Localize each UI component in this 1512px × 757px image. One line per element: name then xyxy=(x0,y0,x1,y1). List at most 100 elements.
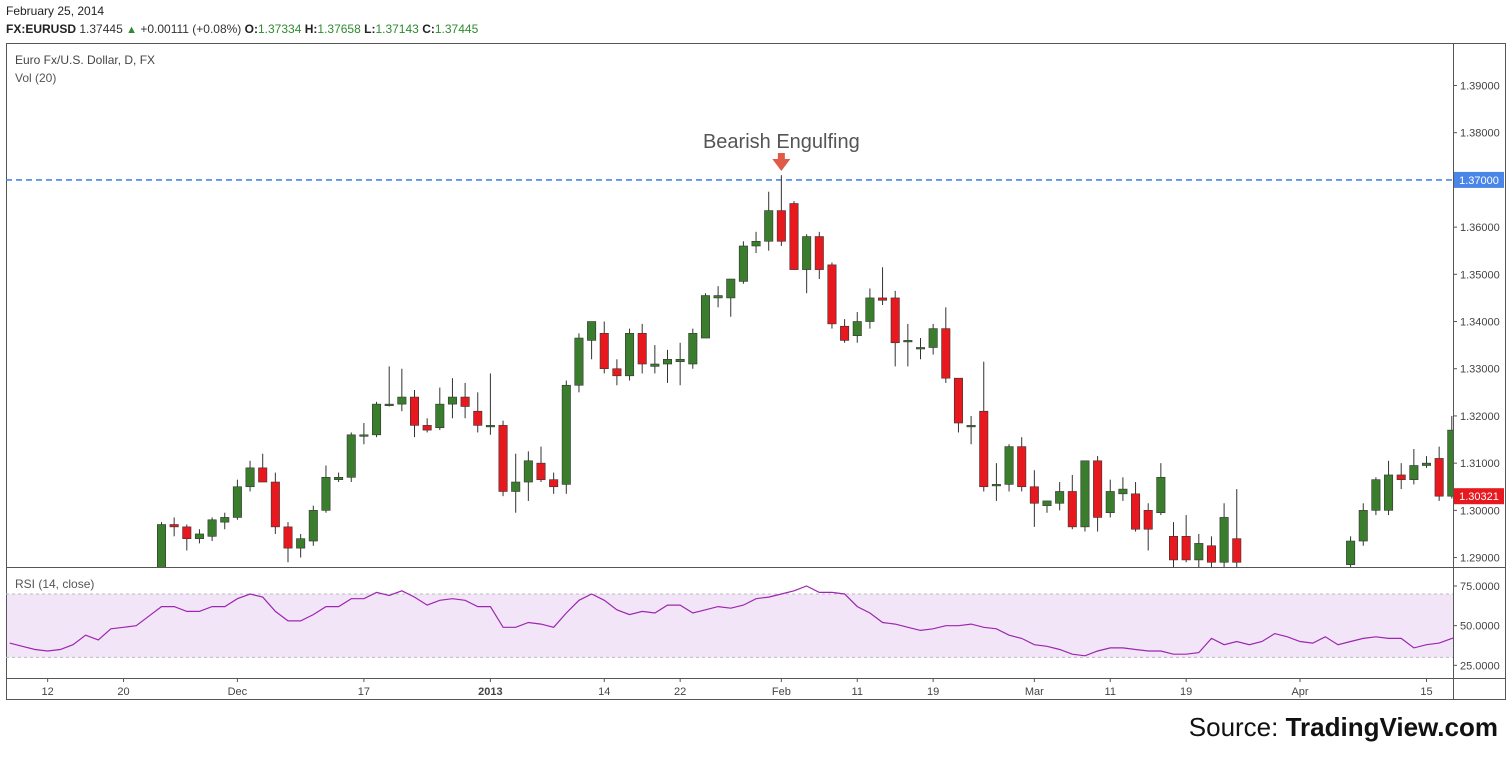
candle-up[interactable] xyxy=(700,295,710,339)
candle-down[interactable] xyxy=(1206,545,1216,563)
candle-up[interactable] xyxy=(764,210,774,242)
candle-up[interactable] xyxy=(1194,543,1204,561)
candle-down[interactable] xyxy=(827,264,837,325)
candle-down[interactable] xyxy=(1396,474,1406,480)
candle-up[interactable] xyxy=(713,295,723,299)
candle-up[interactable] xyxy=(1042,500,1052,506)
candle-up[interactable] xyxy=(511,481,521,492)
candle-up[interactable] xyxy=(650,363,660,367)
candle-up[interactable] xyxy=(296,538,306,549)
symbol-label[interactable]: FX:EURUSD xyxy=(6,22,77,36)
candle-down[interactable] xyxy=(612,368,622,377)
candle-up[interactable] xyxy=(1118,488,1128,495)
candle-down[interactable] xyxy=(789,203,799,270)
candle-up[interactable] xyxy=(1004,446,1014,485)
candle-up[interactable] xyxy=(1409,465,1419,480)
candle-up[interactable] xyxy=(321,477,331,511)
candle-down[interactable] xyxy=(953,377,963,424)
candle-up[interactable] xyxy=(1422,462,1432,466)
candle-up[interactable] xyxy=(587,321,597,341)
candle-down[interactable] xyxy=(409,396,419,426)
candle-up[interactable] xyxy=(1358,510,1368,542)
candle-up[interactable] xyxy=(1219,517,1229,563)
candle-down[interactable] xyxy=(599,333,609,370)
candle-down[interactable] xyxy=(258,467,268,483)
candle-down[interactable] xyxy=(941,328,951,379)
candle-up[interactable] xyxy=(523,460,533,483)
candle-down[interactable] xyxy=(1143,510,1153,530)
candle-up[interactable] xyxy=(485,425,495,428)
candle-down[interactable] xyxy=(890,297,900,344)
candle-down[interactable] xyxy=(460,396,470,407)
candle-up[interactable] xyxy=(232,486,242,518)
candle-up[interactable] xyxy=(928,328,938,348)
candle-up[interactable] xyxy=(915,347,925,350)
candle-down[interactable] xyxy=(1181,536,1191,561)
candle-up[interactable] xyxy=(1447,429,1456,497)
candle-up[interactable] xyxy=(852,321,862,336)
candle-down[interactable] xyxy=(1017,446,1027,488)
candle-up[interactable] xyxy=(1156,477,1166,514)
candle-up[interactable] xyxy=(447,396,457,405)
candle-down[interactable] xyxy=(979,410,989,488)
candle-up[interactable] xyxy=(751,240,761,247)
candle-down[interactable] xyxy=(182,526,192,539)
rsi-tick-label: 25.0000 xyxy=(1460,660,1500,672)
candle-up[interactable] xyxy=(574,337,584,386)
candle-up[interactable] xyxy=(346,434,356,478)
candle-up[interactable] xyxy=(738,245,748,282)
candle-up[interactable] xyxy=(207,519,217,537)
candle-up[interactable] xyxy=(662,358,672,365)
candle-up[interactable] xyxy=(1346,540,1356,565)
candle-down[interactable] xyxy=(498,425,508,492)
candle-up[interactable] xyxy=(802,236,812,270)
candle-down[interactable] xyxy=(1093,460,1103,518)
candle-up[interactable] xyxy=(688,333,698,365)
candle-up[interactable] xyxy=(1055,491,1065,504)
time-tick-label: 15 xyxy=(1420,686,1432,698)
candle-up[interactable] xyxy=(334,477,344,480)
candle-up[interactable] xyxy=(359,434,369,437)
candle-down[interactable] xyxy=(1067,491,1077,528)
candle-up[interactable] xyxy=(435,403,445,429)
candle-up[interactable] xyxy=(384,403,394,406)
candle-down[interactable] xyxy=(270,481,280,528)
candle-down[interactable] xyxy=(776,210,786,242)
candle-down[interactable] xyxy=(422,425,432,431)
price-tick-label: 1.35000 xyxy=(1460,269,1500,281)
candle-up[interactable] xyxy=(194,533,204,539)
candle-up[interactable] xyxy=(397,396,407,405)
candle-down[interactable] xyxy=(169,524,179,528)
candle-up[interactable] xyxy=(1384,474,1394,511)
candle-up[interactable] xyxy=(865,297,875,322)
candle-up[interactable] xyxy=(966,425,976,428)
candle-down[interactable] xyxy=(1029,486,1039,504)
candle-up[interactable] xyxy=(675,358,685,362)
candle-up[interactable] xyxy=(1371,479,1381,511)
candle-down[interactable] xyxy=(473,410,483,426)
candle-up[interactable] xyxy=(308,510,318,542)
candle-up[interactable] xyxy=(1080,460,1090,528)
candle-down[interactable] xyxy=(1434,458,1444,497)
candle-up[interactable] xyxy=(245,467,255,488)
candle-up[interactable] xyxy=(157,524,167,572)
candle-up[interactable] xyxy=(903,340,913,343)
candle-down[interactable] xyxy=(549,479,559,488)
candle-up[interactable] xyxy=(991,484,1001,487)
candle-down[interactable] xyxy=(283,526,293,549)
candle-down[interactable] xyxy=(1232,538,1242,563)
candle-up[interactable] xyxy=(561,384,571,485)
candle-down[interactable] xyxy=(814,236,824,270)
candle-up[interactable] xyxy=(220,517,230,523)
candle-up[interactable] xyxy=(726,278,736,299)
candle-down[interactable] xyxy=(637,333,647,365)
candle-down[interactable] xyxy=(1169,536,1179,561)
candle-up[interactable] xyxy=(625,333,635,377)
candle-down[interactable] xyxy=(1131,493,1141,530)
candle-up[interactable] xyxy=(1105,491,1115,514)
candle-up[interactable] xyxy=(372,403,382,436)
candle-down[interactable] xyxy=(536,462,546,480)
candle-down[interactable] xyxy=(840,325,850,341)
candle-down[interactable] xyxy=(878,297,888,301)
